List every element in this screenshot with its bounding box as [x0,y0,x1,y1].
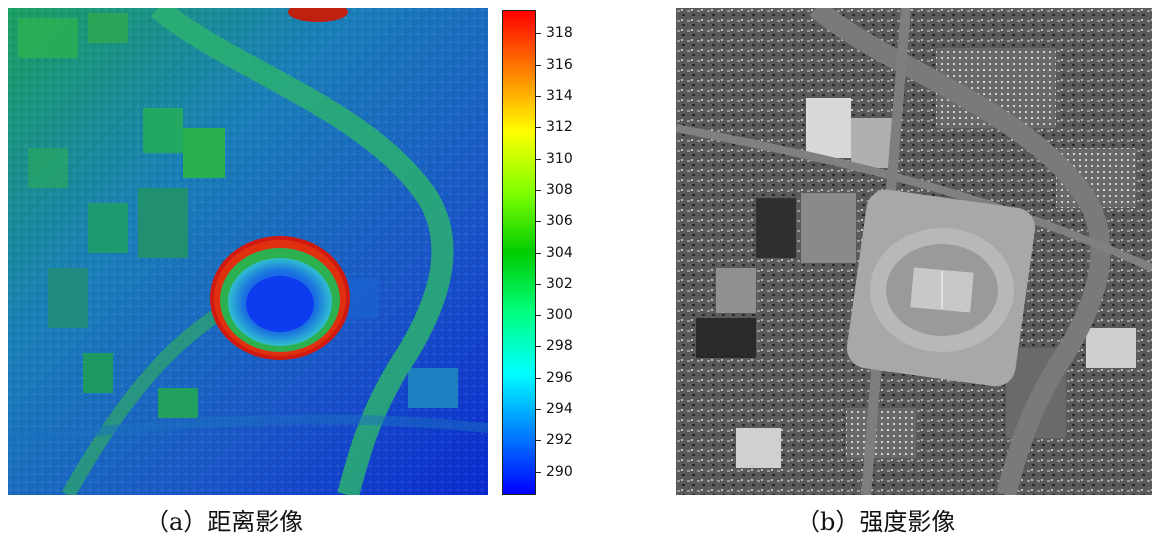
caption-range-image: （a）距离影像 [145,508,304,536]
colorbar-tick-label: 306 [546,213,573,230]
colorbar-tick-mark [535,283,541,285]
range-image-graphic [8,8,488,495]
colorbar [502,10,536,495]
colorbar-tick-mark [535,64,541,66]
colorbar-tick-label: 310 [546,150,573,167]
range-image [8,8,488,495]
colorbar-tick-mark [535,96,541,98]
colorbar-tick-mark [535,189,541,191]
colorbar-tick-mark [535,471,541,473]
caption-intensity-image: （b）强度影像 [796,508,956,536]
colorbar-tick-mark [535,127,541,129]
colorbar-tick-mark [535,346,541,348]
colorbar-tick-label: 298 [546,338,573,355]
colorbar-tick-label: 290 [546,463,573,480]
colorbar-tick-label: 318 [546,25,573,42]
colorbar-tick-mark [535,315,541,317]
colorbar-tick-label: 314 [546,88,573,105]
colorbar-tick-label: 302 [546,275,573,292]
colorbar-tick-label: 308 [546,181,573,198]
colorbar-tick-label: 294 [546,400,573,417]
colorbar-tick-label: 312 [546,119,573,136]
intensity-image-graphic [676,8,1152,495]
colorbar-tick-mark [535,33,541,35]
colorbar-tick-mark [535,408,541,410]
colorbar-tick-label: 300 [546,307,573,324]
colorbar-tick-mark [535,252,541,254]
colorbar-tick-label: 296 [546,369,573,386]
colorbar-tick-mark [535,377,541,379]
colorbar-tick-mark [535,440,541,442]
intensity-image [676,8,1152,495]
colorbar-tick-mark [535,158,541,160]
colorbar-tick-label: 292 [546,432,573,449]
colorbar-tick-label: 304 [546,244,573,261]
colorbar-tick-mark [535,221,541,223]
colorbar-tick-label: 316 [546,56,573,73]
